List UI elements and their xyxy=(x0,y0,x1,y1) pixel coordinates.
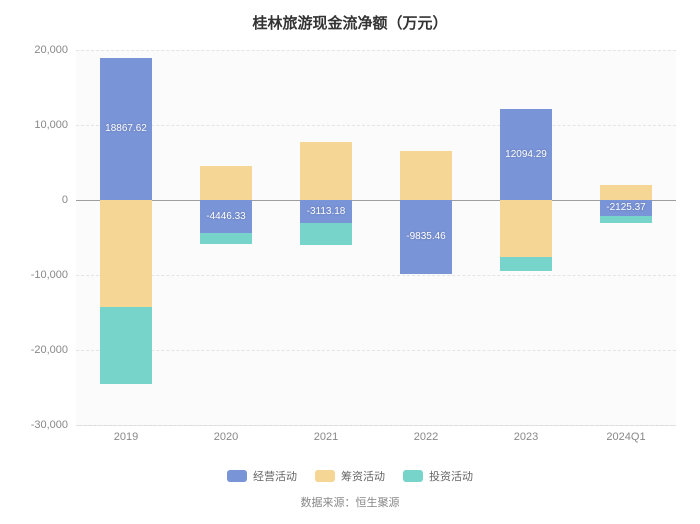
bar-segment-investing xyxy=(600,216,652,223)
chart-title: 桂林旅游现金流净额（万元） xyxy=(0,12,700,33)
bar-segment-investing xyxy=(300,223,352,245)
gridline xyxy=(76,50,676,51)
x-axis-label: 2021 xyxy=(314,431,338,443)
legend-swatch xyxy=(227,470,247,482)
gridline xyxy=(76,125,676,126)
bar-segment-financing xyxy=(300,142,352,201)
bar-segment-investing xyxy=(100,307,152,384)
y-axis-label: 10,000 xyxy=(34,119,68,131)
legend-item: 经营活动 xyxy=(227,468,297,484)
chart-container: 桂林旅游现金流净额（万元） -30,000 -20,000 -10,000 0 10,0… xyxy=(0,0,700,524)
legend-label: 经营活动 xyxy=(253,468,297,484)
x-axis-label: 2023 xyxy=(514,431,538,443)
bar-value-label: -9835.46 xyxy=(406,231,445,242)
bar-value-label: -2125.37 xyxy=(606,202,645,213)
y-axis-label: 0 xyxy=(62,194,68,206)
legend-label: 筹资活动 xyxy=(341,468,385,484)
legend: 经营活动 筹资活动 投资活动 xyxy=(0,468,700,484)
bar-segment-financing xyxy=(200,166,252,201)
data-source-label: 数据来源：恒生聚源 xyxy=(0,494,700,510)
bar-segment-financing xyxy=(400,151,452,201)
bar-value-label: 18867.62 xyxy=(105,123,147,134)
legend-label: 投资活动 xyxy=(429,468,473,484)
bar-value-label: -3113.18 xyxy=(307,206,346,217)
zero-line xyxy=(76,200,676,201)
bar-group: -2125.37 xyxy=(600,50,652,425)
y-axis-label: -30,000 xyxy=(31,419,68,431)
gridline xyxy=(76,425,676,426)
bar-value-label: 12094.29 xyxy=(505,149,547,160)
bar-segment-financing xyxy=(100,200,152,307)
chart-area: -30,000 -20,000 -10,000 0 10,000 20,000 18867.… xyxy=(0,44,700,452)
legend-swatch xyxy=(315,470,335,482)
x-axis-label: 2019 xyxy=(114,431,138,443)
plot-area: -30,000-20,000-10,000010,00020,00018867.… xyxy=(76,50,676,426)
y-axis-label: 20,000 xyxy=(34,44,68,56)
bar-group: 12094.29 xyxy=(500,50,552,425)
bar-segment-investing xyxy=(500,257,552,271)
bar-segment-investing xyxy=(200,233,252,244)
y-axis-label: -10,000 xyxy=(31,269,68,281)
legend-item: 筹资活动 xyxy=(315,468,385,484)
legend-swatch xyxy=(403,470,423,482)
x-axis-label: 2020 xyxy=(214,431,238,443)
gridline xyxy=(76,350,676,351)
bar-group: 18867.62 xyxy=(100,50,152,425)
bar-segment-financing xyxy=(600,185,652,200)
x-axis-label: 2024Q1 xyxy=(606,431,645,443)
bar-segment-financing xyxy=(500,200,552,257)
legend-item: 投资活动 xyxy=(403,468,473,484)
gridline xyxy=(76,275,676,276)
bar-group: -3113.18 xyxy=(300,50,352,425)
x-axis-label: 2022 xyxy=(414,431,438,443)
bar-group: -4446.33 xyxy=(200,50,252,425)
y-axis-label: -20,000 xyxy=(31,344,68,356)
bar-value-label: -4446.33 xyxy=(206,211,245,222)
bar-group: -9835.46 xyxy=(400,50,452,425)
